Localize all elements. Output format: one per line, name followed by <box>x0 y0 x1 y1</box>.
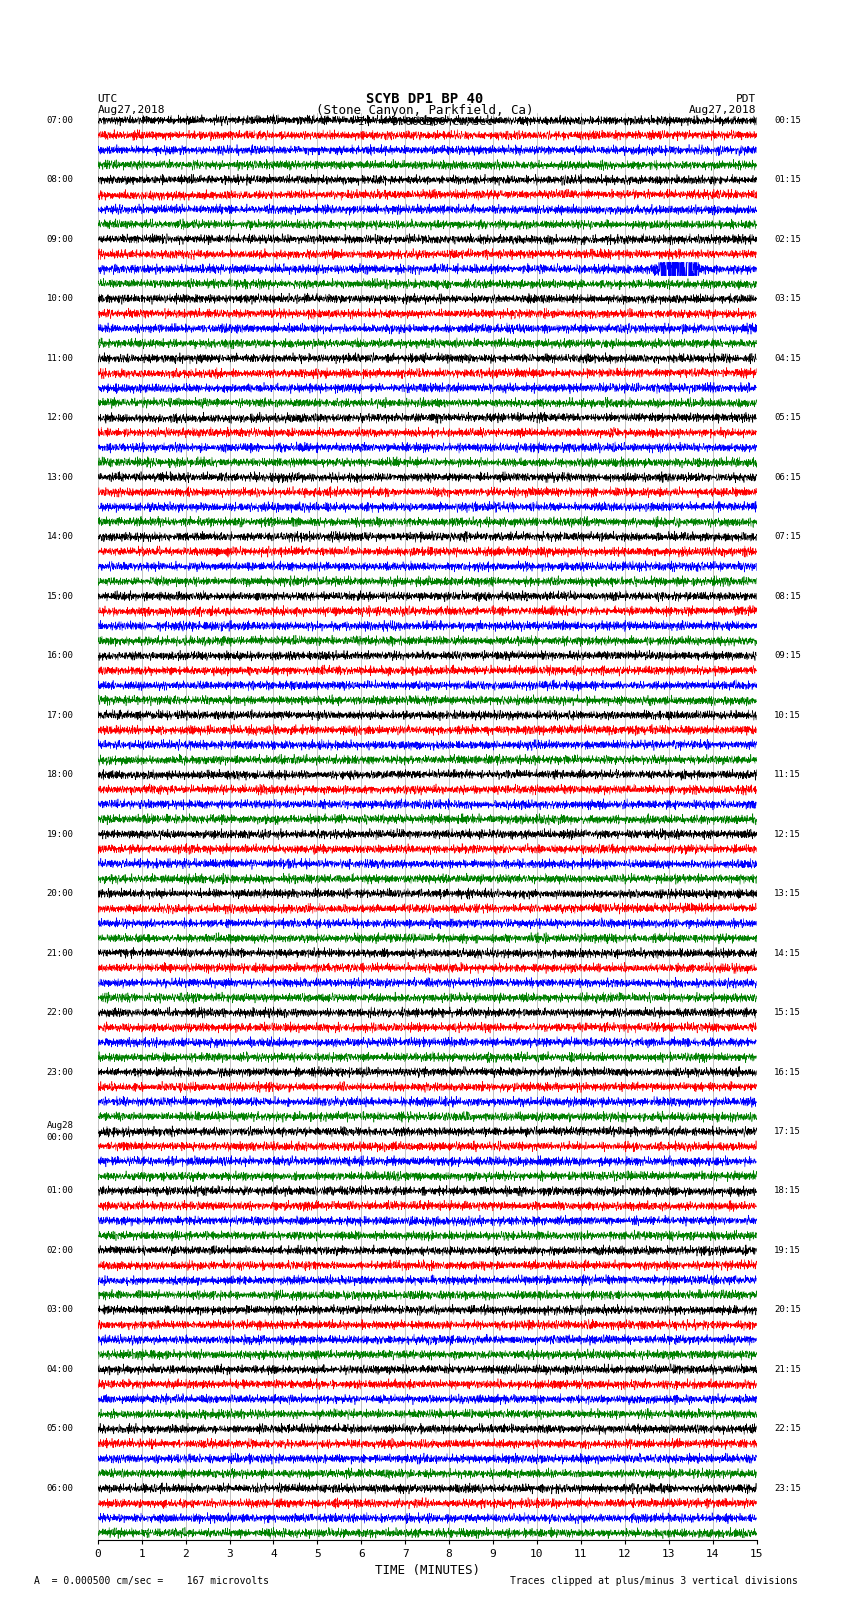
Text: Aug28: Aug28 <box>47 1121 74 1131</box>
Text: 20:00: 20:00 <box>47 889 74 898</box>
Text: 12:15: 12:15 <box>774 829 801 839</box>
Text: 00:00: 00:00 <box>47 1132 74 1142</box>
Text: 18:15: 18:15 <box>774 1187 801 1195</box>
Text: 11:15: 11:15 <box>774 769 801 779</box>
Text: 13:00: 13:00 <box>47 473 74 482</box>
Text: 14:00: 14:00 <box>47 532 74 542</box>
Text: I  = 0.000500 cm/sec: I = 0.000500 cm/sec <box>358 116 492 127</box>
Text: 06:00: 06:00 <box>47 1484 74 1494</box>
Text: 03:15: 03:15 <box>774 294 801 303</box>
Text: 16:15: 16:15 <box>774 1068 801 1076</box>
Text: 19:15: 19:15 <box>774 1245 801 1255</box>
Text: 01:00: 01:00 <box>47 1187 74 1195</box>
Text: 22:00: 22:00 <box>47 1008 74 1018</box>
Text: 23:15: 23:15 <box>774 1484 801 1494</box>
Text: Aug27,2018: Aug27,2018 <box>689 105 756 116</box>
Text: 06:15: 06:15 <box>774 473 801 482</box>
Text: 21:15: 21:15 <box>774 1365 801 1374</box>
Text: 07:15: 07:15 <box>774 532 801 542</box>
Text: 05:00: 05:00 <box>47 1424 74 1434</box>
Text: 17:15: 17:15 <box>774 1127 801 1136</box>
Text: 03:00: 03:00 <box>47 1305 74 1315</box>
Text: 10:00: 10:00 <box>47 294 74 303</box>
Text: 15:15: 15:15 <box>774 1008 801 1018</box>
Text: 10:15: 10:15 <box>774 711 801 719</box>
Text: 19:00: 19:00 <box>47 829 74 839</box>
Text: 23:00: 23:00 <box>47 1068 74 1076</box>
Text: 04:15: 04:15 <box>774 353 801 363</box>
Text: 02:15: 02:15 <box>774 235 801 244</box>
Text: 05:15: 05:15 <box>774 413 801 423</box>
Text: UTC: UTC <box>98 94 118 105</box>
Text: Aug27,2018: Aug27,2018 <box>98 105 165 116</box>
Text: 09:00: 09:00 <box>47 235 74 244</box>
Text: 20:15: 20:15 <box>774 1305 801 1315</box>
Text: 11:00: 11:00 <box>47 353 74 363</box>
Text: Traces clipped at plus/minus 3 vertical divisions: Traces clipped at plus/minus 3 vertical … <box>510 1576 798 1586</box>
Text: 18:00: 18:00 <box>47 769 74 779</box>
Text: 07:00: 07:00 <box>47 116 74 124</box>
Text: 16:00: 16:00 <box>47 652 74 660</box>
Text: PDT: PDT <box>736 94 756 105</box>
Text: 21:00: 21:00 <box>47 948 74 958</box>
Text: (Stone Canyon, Parkfield, Ca): (Stone Canyon, Parkfield, Ca) <box>316 103 534 118</box>
Text: 04:00: 04:00 <box>47 1365 74 1374</box>
Text: 14:15: 14:15 <box>774 948 801 958</box>
Text: 08:15: 08:15 <box>774 592 801 600</box>
Text: 08:00: 08:00 <box>47 176 74 184</box>
Text: 22:15: 22:15 <box>774 1424 801 1434</box>
Text: 13:15: 13:15 <box>774 889 801 898</box>
Text: 02:00: 02:00 <box>47 1245 74 1255</box>
Text: 17:00: 17:00 <box>47 711 74 719</box>
Text: 01:15: 01:15 <box>774 176 801 184</box>
Text: 09:15: 09:15 <box>774 652 801 660</box>
Text: SCYB DP1 BP 40: SCYB DP1 BP 40 <box>366 92 484 106</box>
Text: 00:15: 00:15 <box>774 116 801 124</box>
X-axis label: TIME (MINUTES): TIME (MINUTES) <box>375 1563 479 1576</box>
Text: 12:00: 12:00 <box>47 413 74 423</box>
Text: A  = 0.000500 cm/sec =    167 microvolts: A = 0.000500 cm/sec = 167 microvolts <box>34 1576 269 1586</box>
Text: 15:00: 15:00 <box>47 592 74 600</box>
